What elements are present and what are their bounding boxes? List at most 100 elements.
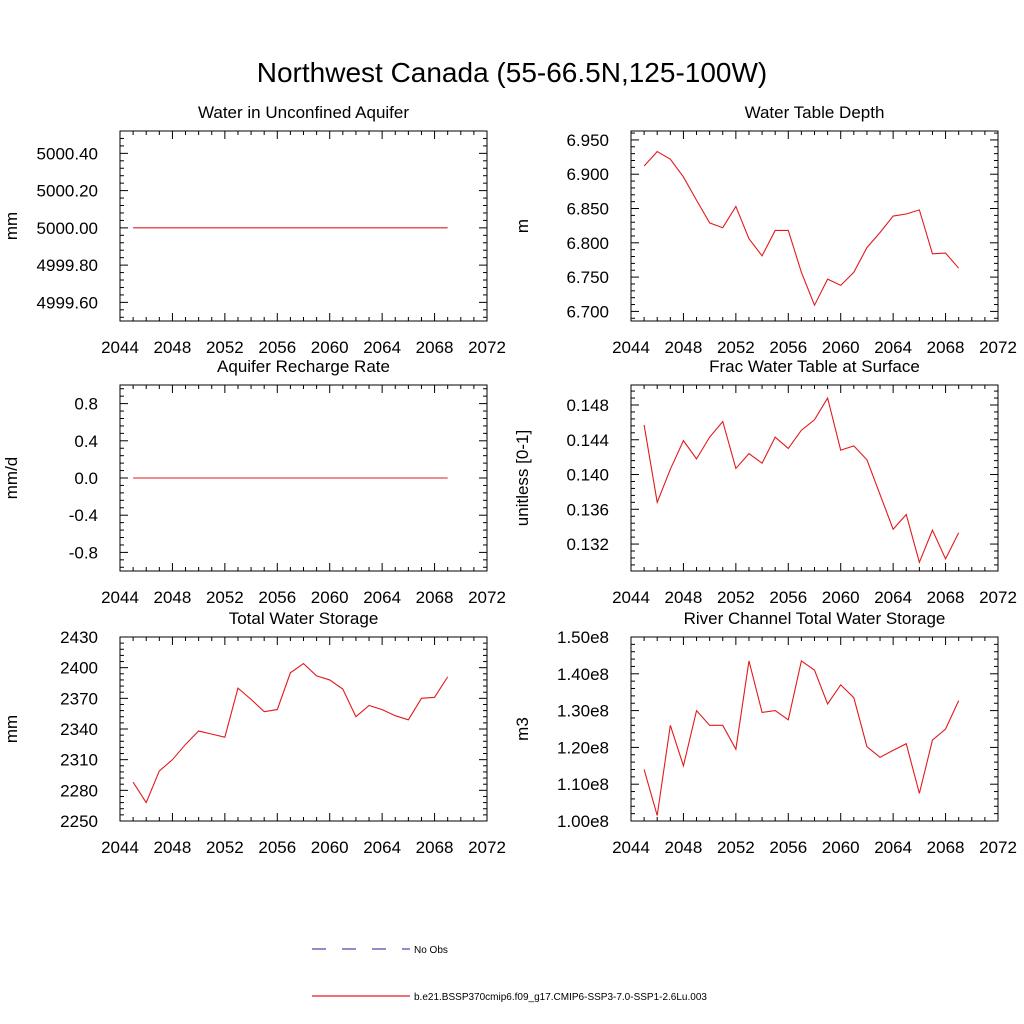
y-tick-label: 0.8 [74, 395, 98, 414]
y-tick-label: 2340 [60, 720, 98, 739]
y-tick-label: 2430 [60, 628, 98, 647]
panel-6: River Channel Total Water Storage m3 2044 2… [513, 609, 1017, 857]
y-tick-label: 0.140 [566, 466, 609, 485]
y-tick-label: 0.148 [566, 396, 609, 415]
x-tick-label: 2044 [101, 338, 139, 357]
y-axis-label: mm [2, 212, 21, 240]
y-tick-label: 6.900 [566, 165, 609, 184]
y-tick-label: 6.950 [566, 131, 609, 150]
x-tick-label: 2056 [258, 588, 296, 607]
x-tick-label: 2064 [874, 338, 912, 357]
panel-title: Water Table Depth [745, 103, 885, 122]
panel-4: Frac Water Table at Surface unitless [0-1… [513, 357, 1017, 607]
y-tick-label: 1.20e8 [557, 738, 609, 757]
y-axis-label: m3 [513, 717, 532, 741]
y-tick-label: 6.750 [566, 268, 609, 287]
x-tick-label: 2060 [822, 588, 860, 607]
x-tick-label: 2052 [717, 338, 755, 357]
legend-no-obs-label: No Obs [414, 945, 448, 956]
y-axis-label: unitless [0-1] [513, 430, 532, 526]
x-tick-label: 2052 [206, 338, 244, 357]
x-tick-label: 2044 [101, 838, 139, 857]
y-axis-label: m [513, 219, 532, 233]
y-tick-label: 5000.20 [37, 182, 98, 201]
x-tick-label: 2048 [665, 338, 703, 357]
y-tick-label: 0.132 [566, 535, 609, 554]
series-line [643, 659, 960, 816]
y-tick-label: 2370 [60, 689, 98, 708]
y-tick-label: 1.50e8 [557, 628, 609, 647]
y-tick-label: 4999.80 [37, 256, 98, 275]
x-tick-label: 2068 [416, 588, 454, 607]
x-tick-label: 2056 [769, 588, 807, 607]
y-tick-label: 0.4 [74, 432, 98, 451]
x-tick-label: 2060 [311, 588, 349, 607]
x-tick-label: 2056 [258, 838, 296, 857]
y-tick-label: 2280 [60, 781, 98, 800]
series-line [643, 150, 960, 307]
y-tick-label: -0.8 [69, 543, 98, 562]
y-tick-label: 4999.60 [37, 293, 98, 312]
x-tick-label: 2048 [665, 838, 703, 857]
x-tick-label: 2044 [612, 338, 650, 357]
y-tick-label: 1.40e8 [557, 665, 609, 684]
x-tick-label: 2048 [154, 338, 192, 357]
x-tick-label: 2060 [822, 838, 860, 857]
series-line [132, 662, 449, 804]
panel-2: Water Table Depth m 2044 2048 2052 2056 2060 20… [513, 103, 1017, 357]
x-tick-label: 2072 [979, 338, 1017, 357]
panel-5: Total Water Storage mm 2044 2048 2052 2056 206… [2, 609, 506, 857]
x-tick-label: 2060 [311, 838, 349, 857]
y-axis-label: mm/d [2, 457, 21, 500]
y-tick-label: 0.144 [566, 431, 609, 450]
x-tick-label: 2072 [468, 838, 506, 857]
x-tick-label: 2056 [769, 338, 807, 357]
y-tick-label: 0.0 [74, 469, 98, 488]
x-tick-label: 2044 [101, 588, 139, 607]
legend-model-label: b.e21.BSSP370cmip6.f09_g17.CMIP6-SSP3-7.… [414, 992, 707, 1003]
x-tick-label: 2052 [717, 838, 755, 857]
x-tick-label: 2052 [206, 838, 244, 857]
panel-3: Aquifer Recharge Rate mm/d 2044 2048 2052 205… [2, 357, 506, 607]
y-tick-label: 2250 [60, 812, 98, 831]
x-tick-label: 2060 [311, 338, 349, 357]
x-tick-label: 2044 [612, 838, 650, 857]
x-tick-label: 2048 [154, 838, 192, 857]
y-tick-label: 0.136 [566, 500, 609, 519]
x-tick-label: 2072 [979, 588, 1017, 607]
panels: Water in Unconfined Aquifer mm 2044 2048 205… [2, 103, 1017, 857]
x-tick-label: 2048 [154, 588, 192, 607]
panel-title: Water in Unconfined Aquifer [198, 103, 409, 122]
x-tick-label: 2072 [468, 338, 506, 357]
x-tick-label: 2068 [927, 588, 965, 607]
x-tick-label: 2052 [206, 588, 244, 607]
y-tick-label: 1.00e8 [557, 812, 609, 831]
series-line [643, 396, 960, 565]
panel-title: Total Water Storage [229, 609, 379, 628]
legend: No Obs b.e21.BSSP370cmip6.f09_g17.CMIP6-… [312, 945, 707, 1003]
x-tick-label: 2056 [258, 338, 296, 357]
panel-title: Frac Water Table at Surface [709, 357, 920, 376]
y-tick-label: 2310 [60, 751, 98, 770]
x-tick-label: 2068 [416, 838, 454, 857]
y-tick-label: 1.10e8 [557, 775, 609, 794]
panel-title: Aquifer Recharge Rate [217, 357, 390, 376]
y-axis-label: mm [2, 715, 21, 743]
y-tick-label: 2400 [60, 659, 98, 678]
x-tick-label: 2068 [927, 838, 965, 857]
y-tick-label: 6.800 [566, 234, 609, 253]
y-tick-label: 1.30e8 [557, 702, 609, 721]
x-tick-label: 2064 [363, 838, 401, 857]
panel-1: Water in Unconfined Aquifer mm 2044 2048 205… [2, 103, 506, 357]
y-tick-label: 5000.40 [37, 144, 98, 163]
x-tick-label: 2056 [769, 838, 807, 857]
x-tick-label: 2064 [363, 338, 401, 357]
x-tick-label: 2052 [717, 588, 755, 607]
x-tick-label: 2064 [363, 588, 401, 607]
x-tick-label: 2072 [468, 588, 506, 607]
y-tick-label: -0.4 [69, 506, 98, 525]
x-tick-label: 2060 [822, 338, 860, 357]
figure-title: Northwest Canada (55-66.5N,125-100W) [257, 57, 767, 88]
